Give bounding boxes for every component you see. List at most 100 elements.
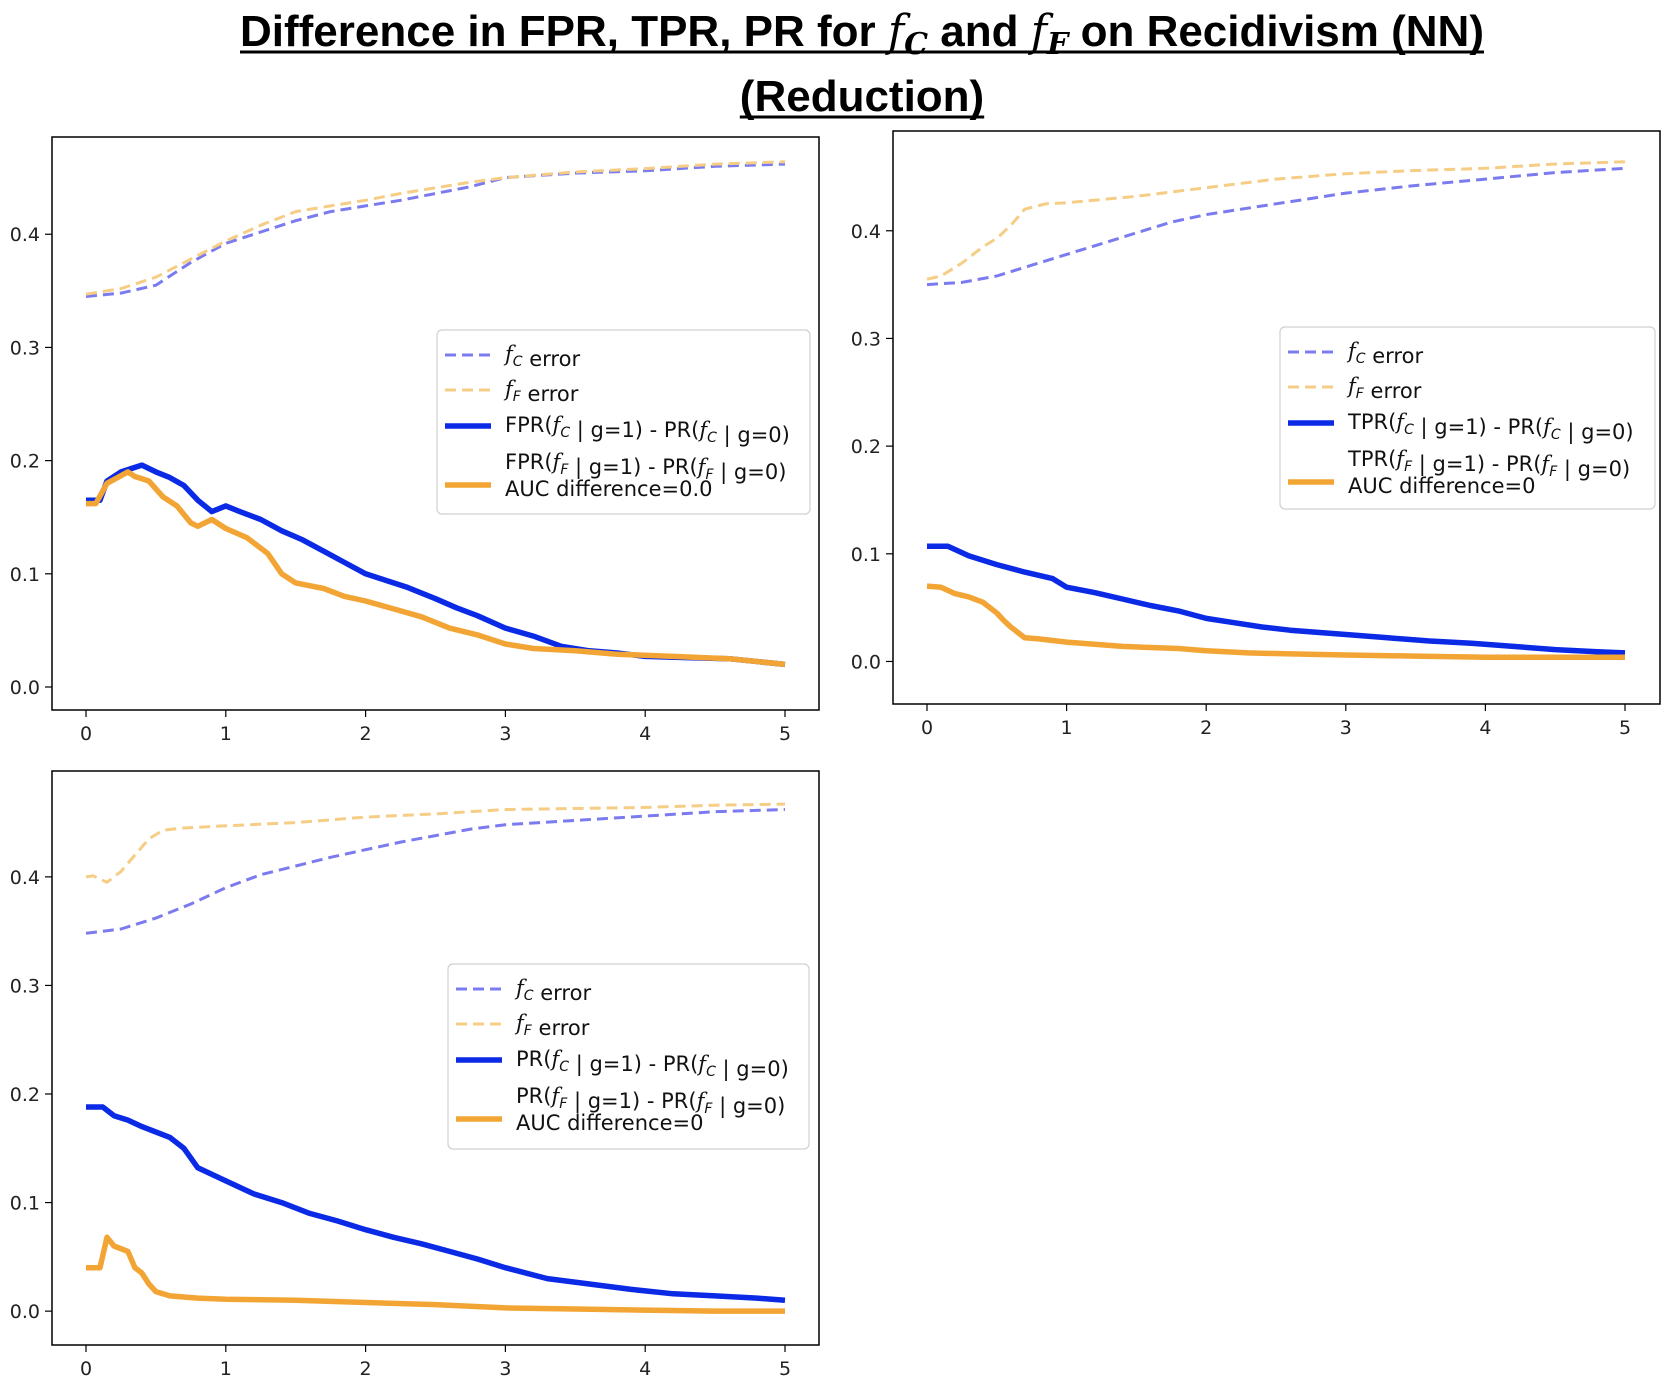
legend-auc-difference: AUC difference=0.0 — [505, 477, 713, 501]
legend-metric-prefix: TPR( — [1347, 410, 1396, 434]
legend-metric-prefix: FPR( — [505, 413, 553, 437]
legend-f-symbol: f — [551, 413, 564, 437]
series-line-fc-diff — [927, 543, 1626, 656]
legend-f-symbol: f — [1539, 452, 1552, 476]
series-line-fc-error — [85, 808, 786, 935]
legend-f-subscript: F — [524, 1023, 533, 1039]
legend-f-subscript: C — [560, 425, 570, 441]
title-prefix: Difference in FPR, TPR, PR for — [240, 7, 888, 56]
series-line-ff-diff — [86, 469, 786, 668]
legend-metric-prefix: PR( — [516, 1084, 551, 1108]
x-tick-label: 4 — [1479, 717, 1491, 739]
legend-auc-difference: AUC difference=0 — [516, 1111, 703, 1135]
legend-metric-mid: | g=1) - PR( — [567, 1089, 696, 1114]
legend-metric-mid: | g=1) - PR( — [1414, 415, 1543, 440]
y-tick-label: 0.0 — [851, 651, 881, 673]
legend-error-text: error — [532, 1016, 590, 1040]
x-tick-label: 1 — [1061, 717, 1073, 739]
series-line-fc-diff — [86, 1104, 786, 1304]
x-tick-label: 2 — [1200, 717, 1212, 739]
legend-metric-end: | g=0) — [712, 1094, 785, 1119]
legend-f-subscript: C — [1356, 351, 1366, 367]
y-tick-label: 0.0 — [10, 1301, 40, 1323]
legend-box — [1279, 326, 1656, 510]
legend-error-text: error — [534, 981, 592, 1005]
legend-f-subscript: C — [559, 1059, 569, 1075]
y-tick-label: 0.2 — [10, 1084, 40, 1106]
legend-label-ff-error: fF error — [514, 1011, 590, 1040]
x-tick-label: 3 — [1340, 717, 1352, 739]
legend-f-symbol: f — [1394, 410, 1407, 434]
legend-f-symbol: f — [551, 450, 564, 474]
title-fc-sub: C — [904, 27, 928, 62]
legend-error-text: error — [523, 347, 581, 371]
y-tick-label: 0.1 — [10, 564, 40, 586]
legend-f-subscript: F — [704, 1101, 713, 1117]
legend-label-ff-diff: TPR(fF | g=1) - PR(fF | g=0) — [1347, 447, 1630, 482]
title-line2: (Reduction) — [740, 72, 984, 121]
legend-f-symbol: f — [1394, 447, 1407, 471]
x-tick-label: 0 — [921, 717, 933, 739]
legend-metric-prefix: PR( — [516, 1047, 551, 1071]
legend-f-subscript: C — [1551, 427, 1561, 443]
legend-error-text: error — [1364, 379, 1422, 403]
legend-label-fc-error: fC error — [503, 342, 580, 371]
series-line-ff-diff — [926, 583, 1625, 660]
x-tick-label: 3 — [499, 723, 511, 745]
legend-f-symbol: f — [503, 342, 516, 366]
legend-metric-prefix: FPR( — [505, 450, 553, 474]
legend-f-subscript: F — [1549, 464, 1558, 480]
legend-metric-end: | g=0) — [714, 460, 787, 485]
x-tick-label: 0 — [80, 1358, 92, 1380]
title-line1: Difference in FPR, TPR, PR for fC and fF… — [240, 6, 1484, 62]
legend-box — [447, 963, 810, 1150]
legend-label-ff-diff: FPR(fF | g=1) - PR(fF | g=0) — [505, 450, 786, 485]
y-tick-label: 0.4 — [10, 224, 40, 246]
y-tick-label: 0.3 — [851, 328, 881, 350]
x-tick-label: 5 — [779, 1358, 791, 1380]
legend-label-fc-error: fC error — [514, 976, 591, 1005]
legend-metric-mid: | g=1) - PR( — [570, 418, 699, 443]
y-tick-label: 0.2 — [10, 451, 40, 473]
legend-f-subscript: F — [559, 1096, 568, 1112]
legend-label-ff-error: fF error — [503, 377, 579, 406]
x-tick-label: 2 — [360, 723, 372, 745]
legend-f-subscript: F — [1356, 386, 1365, 402]
legend-f-symbol: f — [503, 377, 516, 401]
legend-f-symbol: f — [1541, 415, 1554, 439]
series-line-ff-error — [85, 802, 786, 884]
legend-f-subscript: F — [513, 389, 522, 405]
x-tick-label: 1 — [220, 723, 232, 745]
y-tick-label: 0.4 — [10, 867, 40, 889]
legend-auc-difference: AUC difference=0 — [1348, 474, 1535, 498]
legend-f-subscript: C — [513, 354, 523, 370]
legend-f-symbol: f — [1346, 374, 1359, 398]
legend-f-symbol: f — [1346, 339, 1359, 363]
title-suffix: on Recidivism (NN) — [1068, 7, 1484, 56]
legend-f-symbol: f — [549, 1047, 562, 1071]
figure-title: Difference in FPR, TPR, PR for fC and fF… — [240, 6, 1484, 121]
legend-f-symbol: f — [696, 455, 709, 479]
y-tick-label: 0.4 — [851, 221, 881, 243]
y-tick-label: 0.1 — [851, 544, 881, 566]
x-tick-label: 4 — [639, 723, 651, 745]
y-tick-label: 0.0 — [10, 677, 40, 699]
legend-f-symbol: f — [695, 1089, 708, 1113]
legend-label-fc-diff: TPR(fC | g=1) - PR(fC | g=0) — [1347, 410, 1634, 445]
x-tick-label: 5 — [1619, 717, 1631, 739]
x-tick-label: 2 — [360, 1358, 372, 1380]
legend-metric-mid: | g=1) - PR( — [569, 1052, 698, 1077]
y-tick-label: 0.2 — [851, 436, 881, 458]
legend-label-fc-error: fC error — [1346, 339, 1423, 368]
legend-f-subscript: C — [706, 1064, 716, 1080]
x-tick-label: 4 — [639, 1358, 651, 1380]
x-tick-label: 3 — [499, 1358, 511, 1380]
title-ff-sub: F — [1046, 27, 1071, 62]
legend-label-ff-diff: PR(fF | g=1) - PR(fF | g=0) — [516, 1084, 785, 1119]
